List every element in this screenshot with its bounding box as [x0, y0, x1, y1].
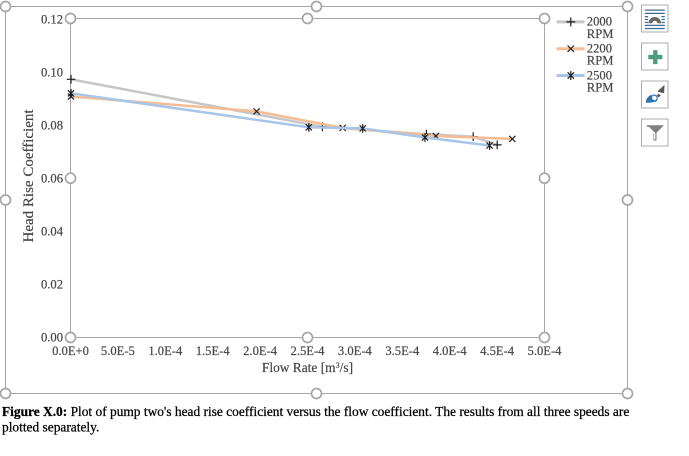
svg-text:2000: 2000	[587, 15, 612, 29]
svg-text:RPM: RPM	[587, 27, 614, 41]
svg-text:4.0E-4: 4.0E-4	[433, 344, 468, 358]
svg-text:Figure X.0: Plot of pump two's: Figure X.0: Plot of pump two's head rise…	[2, 404, 629, 419]
svg-text:RPM: RPM	[587, 54, 614, 68]
svg-text:1.5E-4: 1.5E-4	[196, 344, 231, 358]
svg-text:5.0E-5: 5.0E-5	[101, 344, 135, 358]
svg-text:Head Rise Coefficient: Head Rise Coefficient	[21, 109, 37, 243]
svg-text:0.12: 0.12	[41, 13, 63, 27]
svg-text:RPM: RPM	[587, 80, 614, 94]
svg-text:1.0E-4: 1.0E-4	[148, 344, 183, 358]
svg-text:2.0E-4: 2.0E-4	[243, 344, 278, 358]
svg-text:4.5E-4: 4.5E-4	[480, 344, 515, 358]
svg-text:0.02: 0.02	[41, 278, 63, 292]
svg-text:2200: 2200	[587, 42, 612, 56]
svg-text:2500: 2500	[587, 68, 612, 82]
svg-text:2.5E-4: 2.5E-4	[291, 344, 326, 358]
svg-text:0.0E+0: 0.0E+0	[52, 344, 89, 358]
svg-text:0.06: 0.06	[41, 172, 63, 186]
svg-text:plotted separately.: plotted separately.	[2, 420, 99, 435]
svg-text:0.00: 0.00	[41, 331, 63, 345]
svg-text:3.5E-4: 3.5E-4	[385, 344, 420, 358]
svg-text:0.08: 0.08	[41, 119, 63, 133]
svg-text:0.10: 0.10	[41, 66, 63, 80]
svg-text:0.04: 0.04	[41, 225, 64, 239]
svg-text:3.0E-4: 3.0E-4	[338, 344, 373, 358]
svg-text:Flow Rate [m3/s]: Flow Rate [m3/s]	[262, 360, 353, 375]
svg-text:5.0E-4: 5.0E-4	[528, 344, 563, 358]
